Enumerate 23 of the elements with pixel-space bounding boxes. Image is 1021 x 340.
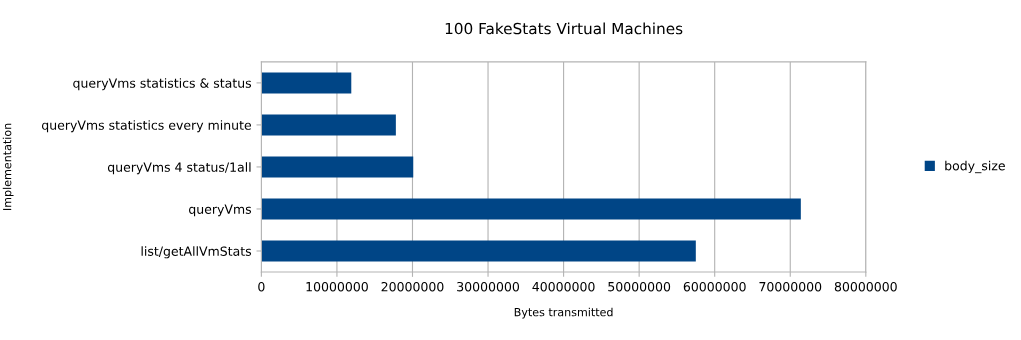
bar	[261, 198, 801, 220]
bar	[261, 240, 696, 262]
x-tick-label: 50000000	[608, 281, 671, 292]
x-tick-label: 60000000	[683, 281, 746, 292]
x-tick-label: 0	[258, 281, 265, 292]
y-axis-title: Implementation	[2, 123, 14, 210]
x-tick-label: 10000000	[306, 281, 368, 292]
bar	[261, 156, 414, 178]
x-tick-label: 70000000	[759, 281, 822, 292]
x-tick-label: 20000000	[381, 281, 444, 292]
y-tick-label: queryVms 4 status/1all	[107, 162, 251, 175]
y-tick-label: queryVms statistics every minute	[41, 120, 251, 133]
x-tick-label: 80000000	[834, 281, 897, 292]
bar	[261, 114, 396, 136]
legend-label: body_size	[945, 160, 1005, 174]
chart-title: 100 FakeStats Virtual Machines	[445, 22, 683, 35]
x-axis-title: Bytes transmitted	[514, 307, 613, 319]
y-tick-label: queryVms	[189, 204, 252, 217]
y-tick-label: queryVms statistics & status	[73, 78, 252, 91]
y-tick-label: list/getAllVmStats	[141, 246, 252, 259]
bar	[261, 72, 352, 94]
x-tick-label: 30000000	[457, 281, 520, 292]
x-tick-label: 40000000	[532, 281, 595, 292]
